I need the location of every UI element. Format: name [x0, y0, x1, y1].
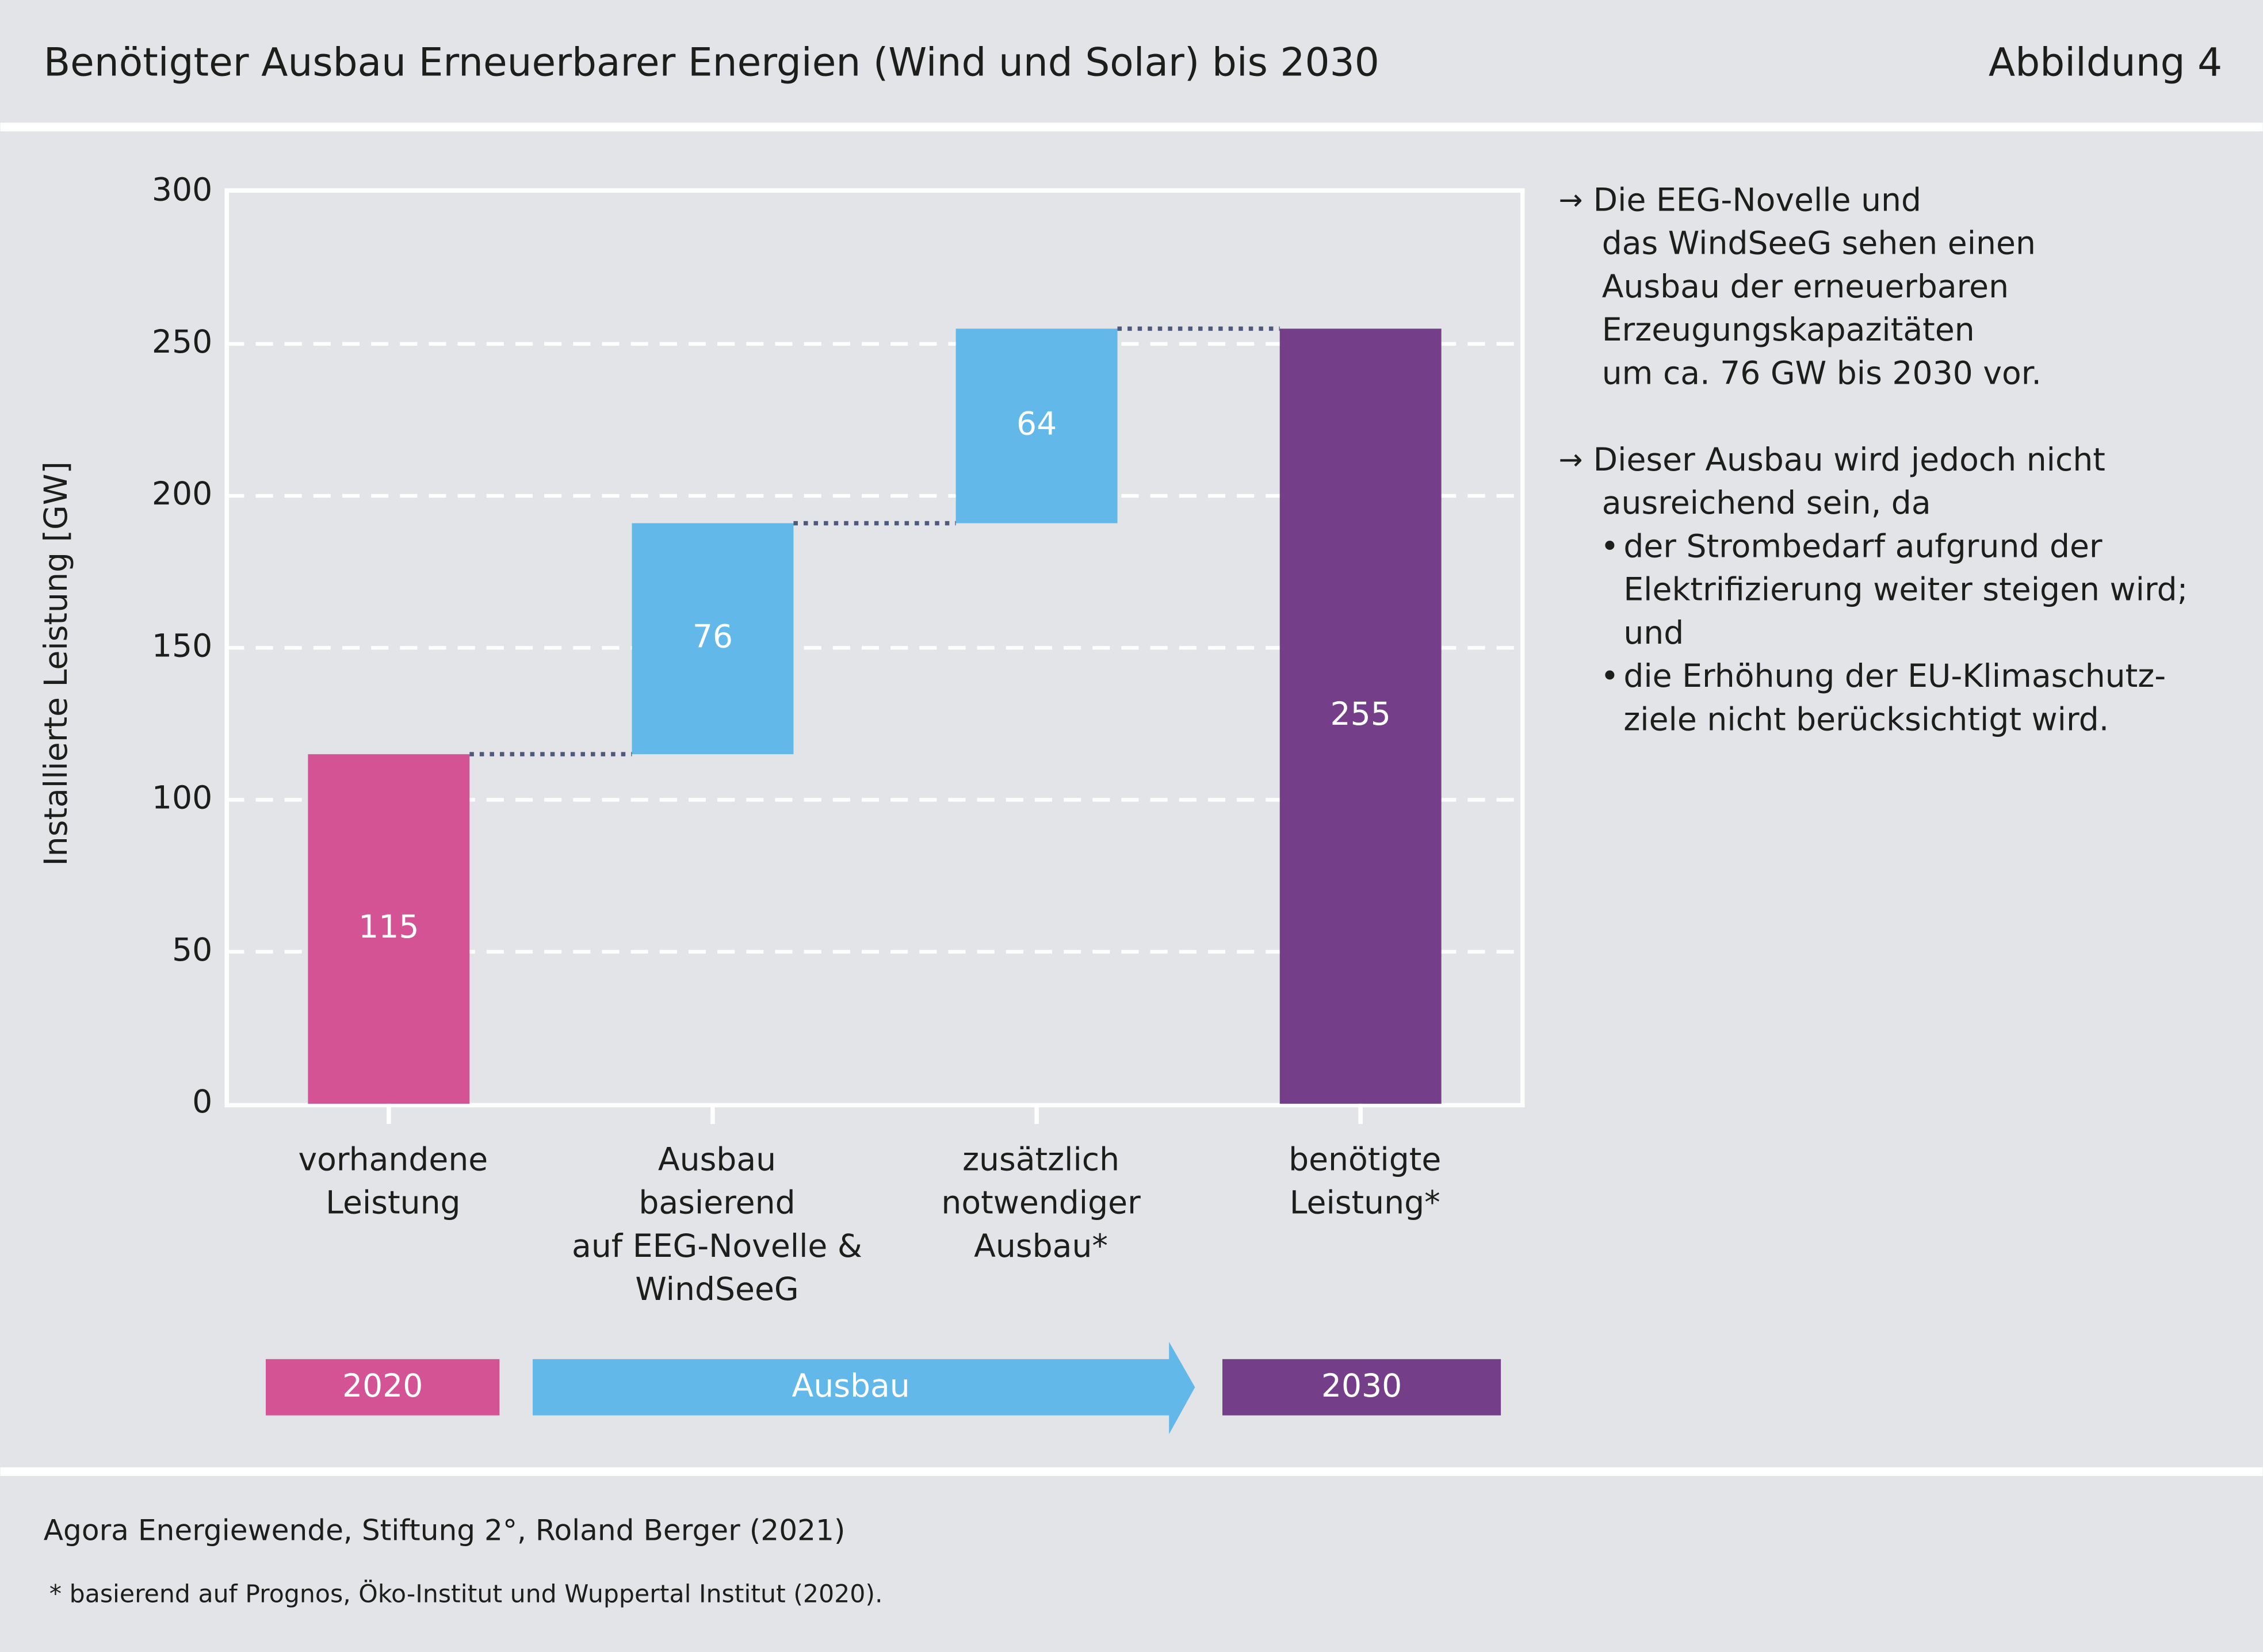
phase-arrow: [533, 1341, 1195, 1435]
x-tick-label: Leistung*: [1290, 1185, 1440, 1222]
x-tick-label: Ausbau: [658, 1141, 776, 1178]
figure-label: Abbildung 4: [1989, 39, 2222, 85]
footnote: * basierend auf Prognos, Öko-Institut un…: [49, 1580, 883, 1609]
bar: [632, 523, 794, 755]
x-tick-label: basierend: [639, 1185, 795, 1222]
x-tick-label: Leistung: [326, 1185, 460, 1222]
bullet-line: ziele nicht berücksichtigt wird.: [1623, 701, 2109, 738]
note-line: ausreichend sein, da: [1602, 485, 1931, 522]
title: Benötigter Ausbau Erneuerbarer Energien …: [44, 39, 1379, 85]
value-label: 115: [358, 909, 419, 946]
bullet-line: und: [1623, 615, 1684, 652]
y-tick-label: 300: [152, 172, 212, 209]
bullet-symbol: •: [1600, 528, 1619, 565]
y-axis-label: Installierte Leistung [GW]: [38, 461, 75, 866]
y-tick-label: 50: [172, 932, 212, 969]
y-tick-label: 0: [192, 1084, 212, 1121]
x-tick-label: benötigte: [1289, 1141, 1441, 1178]
value-label: 76: [693, 618, 733, 655]
phase-box: [1222, 1359, 1501, 1416]
separator: [0, 123, 2263, 132]
x-tick-label: vorhandene: [299, 1141, 488, 1178]
x-tick-label: auf EEG-Novelle &: [572, 1228, 862, 1265]
phase-box: [266, 1359, 500, 1416]
y-tick-label: 100: [152, 780, 212, 817]
y-tick-label: 250: [152, 324, 212, 361]
phase-label: 2020: [342, 1368, 423, 1405]
x-tick-label: Ausbau*: [974, 1228, 1108, 1265]
bullet-line: Elektrifizierung weiter steigen wird;: [1623, 572, 2188, 609]
x-tick-label: WindSeeG: [635, 1271, 798, 1308]
bar: [1279, 328, 1442, 1104]
note-line: Dieser Ausbau wird jedoch nicht: [1593, 442, 2105, 479]
x-tick-label: zusätzlich: [962, 1141, 1119, 1178]
phase-label: 2030: [1321, 1368, 1402, 1405]
value-label: 255: [1331, 696, 1391, 733]
value-label: 64: [1016, 406, 1057, 443]
note-line: das WindSeeG sehen einen: [1602, 225, 2036, 262]
source: Agora Energiewende, Stiftung 2°, Roland …: [44, 1513, 846, 1547]
bar: [308, 754, 470, 1104]
note-arrow: →: [1558, 183, 1582, 217]
note-arrow: →: [1558, 442, 1582, 476]
bar: [955, 328, 1118, 523]
y-tick-label: 150: [152, 628, 212, 664]
y-tick-label: 200: [152, 476, 212, 513]
separator: [0, 1467, 2263, 1476]
phase-label: Ausbau: [792, 1368, 910, 1405]
bullet-symbol: •: [1600, 658, 1619, 695]
note-line: Ausbau der erneuerbaren: [1602, 269, 2009, 305]
x-tick-label: notwendiger: [941, 1185, 1141, 1222]
note-line: Erzeugungskapazitäten: [1602, 312, 1975, 349]
note-line: um ca. 76 GW bis 2030 vor.: [1602, 355, 2042, 392]
bullet-line: die Erhöhung der EU-Klimaschutz-: [1623, 658, 2166, 695]
bullet-line: der Strombedarf aufgrund der: [1623, 528, 2103, 565]
note-line: Die EEG-Novelle und: [1593, 182, 1921, 219]
